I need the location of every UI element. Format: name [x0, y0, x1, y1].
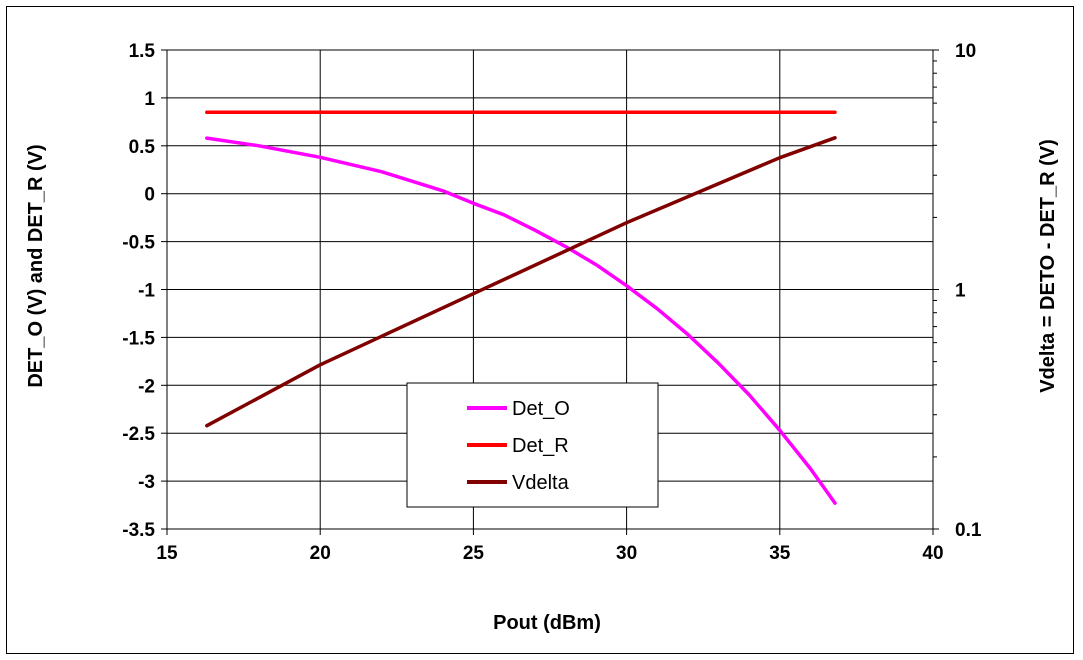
axes — [161, 49, 939, 535]
y-left-tick-label: -2 — [138, 376, 155, 397]
x-tick-label: 30 — [616, 543, 637, 564]
y-left-tick-label: -0.5 — [122, 233, 155, 254]
x-tick-label: 20 — [310, 543, 331, 564]
legend-label-det-o: Det_O — [512, 398, 570, 420]
y-axis-right-title: Vdelta = DETO - DET_R (V) — [1037, 139, 1059, 393]
legend-label-vdelta: Vdelta — [512, 472, 570, 494]
y-left-tick-label: 0.5 — [129, 137, 156, 158]
x-axis-title: Pout (dBm) — [493, 612, 601, 634]
x-tick-label: 35 — [769, 543, 791, 564]
x-tick-label: 25 — [463, 543, 485, 564]
series-line-det-o — [205, 136, 837, 505]
y-left-tick-label: -1 — [138, 281, 155, 302]
y-left-tick-label: -1.5 — [122, 328, 155, 349]
y-left-tick-label: 0 — [144, 185, 155, 206]
legend-box — [406, 382, 659, 508]
y-right-tick-label: 10 — [955, 41, 976, 62]
y-left-tick-label: 1 — [144, 89, 155, 110]
y-right-tick-label: 1 — [955, 281, 966, 302]
y-left-tick-label: -3.5 — [122, 520, 155, 541]
y-left-tick-label: 1.5 — [129, 41, 156, 62]
legend-label-det-r: Det_R — [512, 435, 569, 457]
x-tick-label: 15 — [156, 543, 178, 564]
tick-labels: 15 20 25 30 35 40 1.5 1 0.5 0 -0.5 -1 -1.5 -2 -2.5 -3 -3… — [122, 41, 982, 564]
y-right-tick-label: 0.1 — [955, 520, 982, 541]
x-tick-label: 40 — [922, 543, 943, 564]
series-lines — [205, 110, 837, 505]
y-axis-left-title: DET_O (V) and DET_R (V) — [25, 144, 47, 387]
y-left-tick-label: -3 — [138, 472, 155, 493]
legend: Det_O Det_R Vdelta — [406, 382, 659, 508]
y-left-tick-label: -2.5 — [122, 424, 155, 445]
series-line-vdelta — [205, 136, 837, 428]
